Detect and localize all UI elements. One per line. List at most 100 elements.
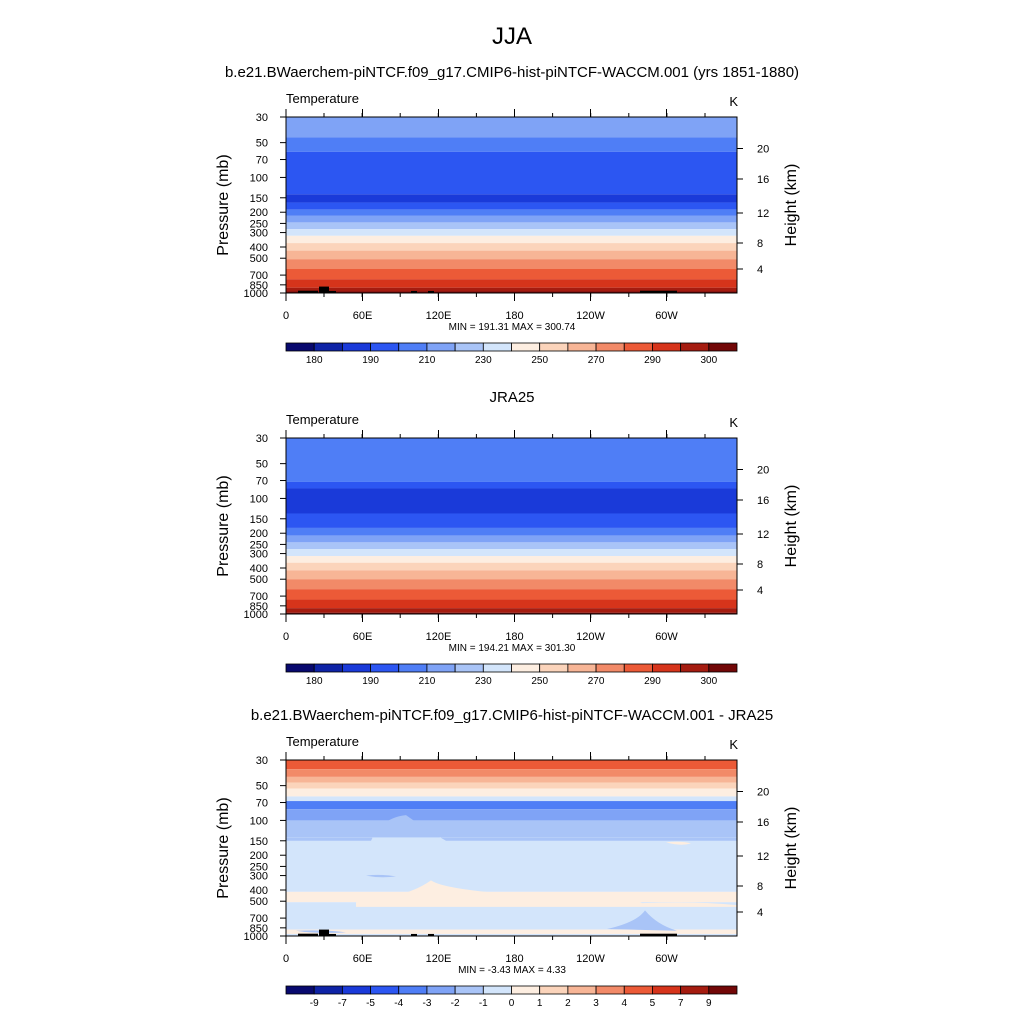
y-right-tick-label: 20	[757, 465, 769, 477]
plot-frame	[285, 759, 738, 937]
contour-band	[286, 279, 737, 288]
plot-frame	[285, 116, 738, 294]
contour-band	[286, 513, 737, 528]
colorbar-swatch	[426, 663, 456, 673]
colorbar-swatch	[341, 342, 371, 352]
contour-band	[286, 788, 737, 797]
colorbar-swatch	[482, 663, 512, 673]
colorbar-swatch	[595, 663, 625, 673]
colorbar-label: -5	[366, 998, 375, 1009]
colorbar-label: 4	[621, 998, 627, 1009]
colorbar-swatch	[680, 342, 710, 352]
colorbar-label: 270	[588, 676, 605, 687]
contour-band	[286, 933, 737, 936]
y-right-tick-label: 4	[757, 264, 763, 276]
y-tick-label: 250	[250, 861, 268, 873]
panel-title: b.e21.BWaerchem-piNTCF.f09_g17.CMIP6-his…	[251, 707, 773, 724]
contour-band	[286, 562, 737, 571]
panel-units-label: K	[729, 737, 738, 752]
y-tick-label: 150	[250, 193, 268, 205]
y-tick-label: 500	[250, 574, 268, 586]
terrain-block	[411, 933, 417, 936]
y-tick-label: 300	[250, 549, 268, 561]
colorbar-label: -3	[422, 998, 431, 1009]
terrain-block	[428, 933, 434, 936]
chart-panel-1: b.e21.BWaerchem-piNTCF.f09_g17.CMIP6-his…	[215, 64, 800, 366]
colorbar-swatch	[652, 663, 682, 673]
x-tick-label: 60W	[655, 310, 678, 322]
y-tick-label: 400	[250, 242, 268, 254]
colorbar-label: -7	[338, 998, 347, 1009]
contour-band	[286, 892, 341, 902]
colorbar-swatch	[370, 342, 400, 352]
y-right-tick-label: 4	[757, 585, 763, 597]
colorbar-swatch	[567, 985, 597, 995]
colorbar-swatch	[708, 342, 738, 352]
contour-band	[286, 608, 737, 613]
colorbar-label: 0	[509, 998, 515, 1009]
colorbar-label: 300	[700, 676, 717, 687]
y-right-axis-label: Height (km)	[783, 807, 800, 890]
y-tick-label: 70	[256, 155, 268, 167]
y-tick-label: 850	[250, 601, 268, 613]
y-right-tick-label: 16	[757, 495, 769, 507]
contour-band	[286, 815, 737, 841]
contour-band	[286, 776, 737, 783]
y-tick-label: 500	[250, 896, 268, 908]
colorbar-swatch	[341, 985, 371, 995]
contour-band	[286, 760, 737, 770]
contour-band	[286, 235, 737, 244]
contour-band	[286, 259, 737, 269]
colorbar-swatch	[341, 663, 371, 673]
colorbar-label: 5	[650, 998, 656, 1009]
colorbar-swatch	[426, 342, 456, 352]
y-right-tick-label: 16	[757, 817, 769, 829]
colorbar-swatch	[652, 342, 682, 352]
colorbar-swatch	[708, 663, 738, 673]
y-tick-label: 850	[250, 280, 268, 292]
y-right-tick-label: 8	[757, 238, 763, 250]
colorbar-label: 9	[706, 998, 712, 1009]
contour-band	[286, 589, 737, 600]
colorbar-label: 270	[588, 355, 605, 366]
colorbar-swatch	[454, 342, 484, 352]
x-tick-label: 120W	[576, 631, 605, 643]
colorbar-swatch	[623, 663, 653, 673]
y-tick-label: 500	[250, 253, 268, 265]
colorbar-swatch	[398, 663, 428, 673]
contour-band	[376, 803, 546, 809]
colorbar-label: 2	[565, 998, 571, 1009]
plot-frame	[285, 437, 738, 615]
colorbar-label: 7	[678, 998, 684, 1009]
colorbar-swatch	[595, 985, 625, 995]
y-tick-label: 200	[250, 850, 268, 862]
contour-band	[286, 599, 737, 609]
x-tick-label: 60E	[353, 631, 373, 643]
x-tick-label: 60E	[353, 310, 373, 322]
contour-band	[286, 556, 737, 563]
contour-band	[286, 243, 737, 251]
panel-left-label: Temperature	[286, 734, 359, 749]
y-tick-label: 250	[250, 218, 268, 230]
colorbar-swatch	[511, 985, 541, 995]
colorbar-swatch	[285, 663, 315, 673]
colorbar-swatch	[708, 985, 738, 995]
terrain-block	[329, 933, 336, 936]
terrain-block	[640, 933, 677, 936]
terrain-block	[411, 290, 417, 293]
y-right-tick-label: 8	[757, 559, 763, 571]
contour-band	[286, 820, 737, 838]
colorbar-swatch	[567, 663, 597, 673]
colorbar-swatch	[313, 663, 343, 673]
x-tick-label: 120E	[426, 310, 452, 322]
colorbar-swatch	[623, 342, 653, 352]
min-max-stats: MIN = -3.43 MAX = 4.33	[458, 965, 566, 976]
terrain-block	[298, 290, 318, 293]
contour-band	[286, 151, 737, 195]
colorbar-label: 290	[644, 676, 661, 687]
x-tick-label: 0	[283, 310, 289, 322]
y-tick-label: 50	[256, 781, 268, 793]
y-tick-label: 200	[250, 207, 268, 219]
y-tick-label: 50	[256, 138, 268, 150]
